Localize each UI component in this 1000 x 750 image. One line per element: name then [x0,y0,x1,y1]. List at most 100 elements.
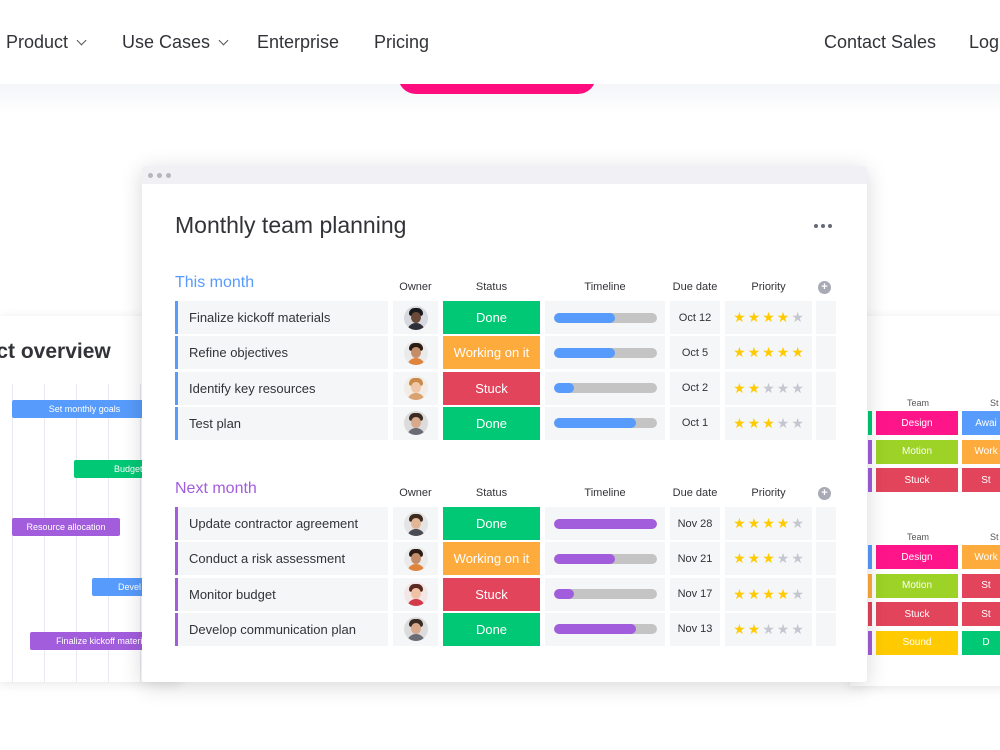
task-name-cell[interactable]: Monitor budget [175,577,388,611]
status-badge[interactable]: Done [443,301,540,334]
task-name-cell[interactable]: Conduct a risk assessment [175,542,388,576]
team-cell[interactable]: Motion [876,439,958,464]
nav-pricing[interactable]: Pricing [374,32,429,53]
status-cell[interactable]: St [962,602,1000,626]
add-column-icon[interactable]: + [818,487,831,500]
status-cell[interactable]: St [962,573,1000,598]
nav-contact-sales[interactable]: Contact Sales [824,32,936,53]
table-row[interactable]: Monitor budget Stuck Nov 17 ★ ★ ★ ★ ★ [175,577,836,611]
priority-rating[interactable]: ★ ★ ★ ★ ★ [725,507,812,540]
nav-enterprise[interactable]: Enterprise [257,32,339,53]
due-date-cell[interactable]: Oct 2 [670,371,720,405]
priority-column-header[interactable]: Priority [751,281,786,293]
task-name-cell[interactable]: Finalize kickoff materials [175,301,388,334]
priority-rating[interactable]: ★ ★ ★ ★ ★ [725,336,812,370]
status-badge[interactable]: Stuck [443,577,540,611]
empty-cell [816,301,836,334]
timeline-cell[interactable] [545,612,665,646]
status-badge[interactable]: Done [443,612,540,646]
priority-rating[interactable]: ★ ★ ★ ★ ★ [725,406,812,440]
star-icon: ★ [733,414,746,431]
priority-rating[interactable]: ★ ★ ★ ★ ★ [725,612,812,646]
timeline-cell[interactable] [545,577,665,611]
gantt-bar[interactable]: Resource allocation [12,518,120,536]
table-row[interactable]: Finalize kickoff materials Done Oct 12 ★ ★ ★ ★… [175,301,836,334]
priority-rating[interactable]: ★ ★ ★ ★ ★ [725,371,812,405]
priority-rating[interactable]: ★ ★ ★ ★ ★ [725,577,812,611]
table-row[interactable]: Conduct a risk assessment Working on it No… [175,542,836,576]
team-cell[interactable]: Stuck [876,602,958,626]
timeline-cell[interactable] [545,336,665,370]
star-icon: ★ [747,344,761,361]
task-name-cell[interactable]: Develop communication plan [175,612,388,646]
nav-product[interactable]: Product [6,32,87,53]
add-column-icon[interactable]: + [818,281,831,294]
status-column-header[interactable]: Status [475,281,508,293]
team-cell[interactable]: Design [876,545,958,569]
status-cell[interactable]: St [962,468,1000,492]
status-badge[interactable]: Stuck [443,371,540,405]
table-row[interactable]: Refine objectives Working on it Oct 5 ★ ★ ★ ★ ★ [175,336,836,370]
status-cell[interactable]: D [962,630,1000,655]
table-row[interactable]: Develop communication plan Done Nov 13 ★ ★ ★ ★… [175,612,836,646]
owner-cell[interactable] [393,507,438,540]
timeline-cell[interactable] [545,507,665,540]
owner-cell[interactable] [393,301,438,334]
timeline-cell[interactable] [545,371,665,405]
task-name-cell[interactable]: Refine objectives [175,336,388,370]
status-badge[interactable]: Working on it [443,542,540,576]
priority-rating[interactable]: ★ ★ ★ ★ ★ [725,301,812,334]
due-date-cell[interactable]: Oct 1 [670,406,720,440]
status-cell[interactable]: Work [962,545,1000,569]
nav-use-cases[interactable]: Use Cases [122,32,229,53]
due-date-column-header[interactable]: Due date [672,487,718,499]
star-icon: ★ [733,309,746,325]
due-date-cell[interactable]: Nov 21 [670,542,720,576]
nav-login[interactable]: Logi [969,32,1000,53]
timeline-cell[interactable] [545,406,665,440]
task-name-cell[interactable]: Identify key resources [175,371,388,405]
owner-cell[interactable] [393,371,438,405]
status-cell[interactable]: Awai [962,411,1000,435]
owner-cell[interactable] [393,612,438,646]
due-date-cell[interactable]: Oct 5 [670,336,720,370]
timeline-column-header[interactable]: Timeline [584,281,626,293]
team-cell[interactable]: Design [876,411,958,435]
group-color-strip [868,411,872,435]
owner-cell[interactable] [393,336,438,370]
priority-column-header[interactable]: Priority [751,487,786,499]
due-date-column-header[interactable]: Due date [672,281,718,293]
status-badge[interactable]: Working on it [443,336,540,370]
owner-column-header[interactable]: Owner [399,281,432,293]
due-date-cell[interactable]: Nov 28 [670,507,720,540]
star-icon: ★ [776,379,790,396]
status-cell[interactable]: Work [962,439,1000,464]
team-cell[interactable]: Stuck [876,468,958,492]
group-title[interactable]: This month [175,274,255,291]
status-column-header[interactable]: Status [475,487,508,499]
task-name-cell[interactable]: Test plan [175,406,388,440]
status-badge[interactable]: Done [443,507,540,540]
due-date-cell[interactable]: Nov 17 [670,577,720,611]
due-date-cell[interactable]: Nov 13 [670,612,720,646]
more-options-icon[interactable] [814,224,832,228]
owner-cell[interactable] [393,577,438,611]
due-date-cell[interactable]: Oct 12 [670,301,720,334]
team-cell[interactable]: Sound [876,630,958,655]
owner-cell[interactable] [393,406,438,440]
task-name-cell[interactable]: Update contractor agreement [175,507,388,540]
owner-cell[interactable] [393,542,438,576]
gantt-bar[interactable]: Set monthly goals [12,400,157,418]
table-row[interactable]: Test plan Done Oct 1 ★ ★ ★ ★ ★ [175,406,836,440]
timeline-column-header[interactable]: Timeline [584,487,626,499]
table-row[interactable]: Identify key resources Stuck Oct 2 ★ ★ ★ ★ ★ [175,371,836,405]
table-row[interactable]: Update contractor agreement Done Nov 28 ★ ★ ★… [175,507,836,540]
team-cell[interactable]: Motion [876,573,958,598]
group-title[interactable]: Next month [175,480,257,497]
priority-rating[interactable]: ★ ★ ★ ★ ★ [725,542,812,576]
star-icon: ★ [733,379,746,396]
timeline-cell[interactable] [545,301,665,334]
status-badge[interactable]: Done [443,406,540,440]
owner-column-header[interactable]: Owner [399,487,432,499]
timeline-cell[interactable] [545,542,665,576]
